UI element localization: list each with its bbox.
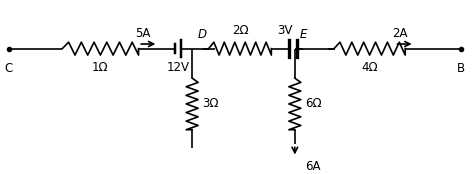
Text: 6A: 6A — [305, 160, 320, 173]
Text: 6Ω: 6Ω — [305, 97, 321, 110]
Text: 3V: 3V — [277, 24, 292, 37]
Text: E: E — [300, 28, 307, 41]
Text: C: C — [5, 62, 13, 74]
Text: 1Ω: 1Ω — [92, 61, 109, 74]
Text: 2A: 2A — [392, 27, 407, 40]
Text: 4Ω: 4Ω — [361, 61, 378, 74]
Text: D: D — [198, 28, 207, 41]
Text: B: B — [457, 62, 465, 74]
Text: 5A: 5A — [136, 27, 151, 40]
Text: 2Ω: 2Ω — [232, 24, 248, 37]
Text: 3Ω: 3Ω — [202, 97, 219, 110]
Text: 12V: 12V — [167, 61, 190, 74]
